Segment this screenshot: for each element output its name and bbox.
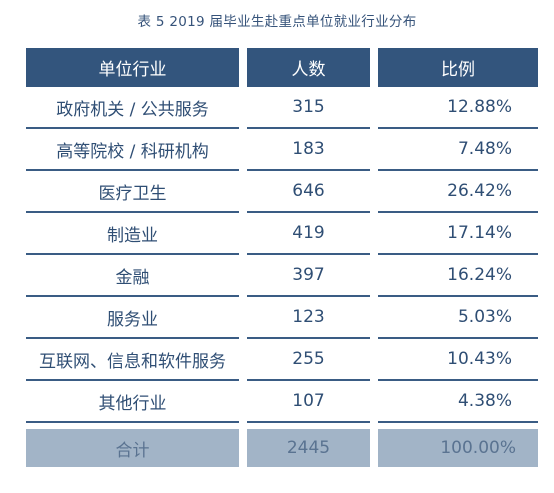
header-industry: 单位行业: [26, 48, 239, 87]
table-row: 医疗卫生 646 26.42%: [26, 171, 538, 213]
table-header-row: 单位行业 人数 比例: [26, 48, 538, 87]
table-row: 互联网、信息和软件服务 255 10.43%: [26, 339, 538, 381]
ratio-cell: 16.24%: [378, 255, 538, 297]
header-ratio: 比例: [378, 48, 538, 87]
table-title: 表 5 2019 届毕业生赴重点单位就业行业分布: [137, 14, 417, 30]
count-cell: 315: [247, 87, 370, 129]
industry-cell: 制造业: [26, 213, 239, 255]
count-cell: 419: [247, 213, 370, 255]
total-ratio: 100.00%: [378, 429, 538, 467]
industry-cell: 政府机关 / 公共服务: [26, 87, 239, 129]
ratio-cell: 5.03%: [378, 297, 538, 339]
ratio-cell: 26.42%: [378, 171, 538, 213]
count-cell: 123: [247, 297, 370, 339]
table-row: 其他行业 107 4.38%: [26, 381, 538, 423]
count-cell: 183: [247, 129, 370, 171]
industry-cell: 其他行业: [26, 381, 239, 423]
industry-distribution-table: 单位行业 人数 比例 政府机关 / 公共服务 315 12.88% 高等院校 /…: [26, 48, 538, 467]
industry-cell: 金融: [26, 255, 239, 297]
table-total-row: 合计 2445 100.00%: [26, 423, 538, 467]
header-count: 人数: [247, 48, 370, 87]
ratio-cell: 17.14%: [378, 213, 538, 255]
total-label: 合计: [26, 429, 239, 467]
table-row: 高等院校 / 科研机构 183 7.48%: [26, 129, 538, 171]
table-row: 服务业 123 5.03%: [26, 297, 538, 339]
ratio-cell: 7.48%: [378, 129, 538, 171]
count-cell: 397: [247, 255, 370, 297]
table-row: 金融 397 16.24%: [26, 255, 538, 297]
ratio-cell: 4.38%: [378, 381, 538, 423]
industry-cell: 服务业: [26, 297, 239, 339]
table-row: 制造业 419 17.14%: [26, 213, 538, 255]
count-cell: 646: [247, 171, 370, 213]
industry-cell: 医疗卫生: [26, 171, 239, 213]
total-count: 2445: [247, 429, 370, 467]
ratio-cell: 10.43%: [378, 339, 538, 381]
table-row: 政府机关 / 公共服务 315 12.88%: [26, 87, 538, 129]
industry-cell: 高等院校 / 科研机构: [26, 129, 239, 171]
ratio-cell: 12.88%: [378, 87, 538, 129]
count-cell: 255: [247, 339, 370, 381]
count-cell: 107: [247, 381, 370, 423]
industry-cell: 互联网、信息和软件服务: [26, 339, 239, 381]
